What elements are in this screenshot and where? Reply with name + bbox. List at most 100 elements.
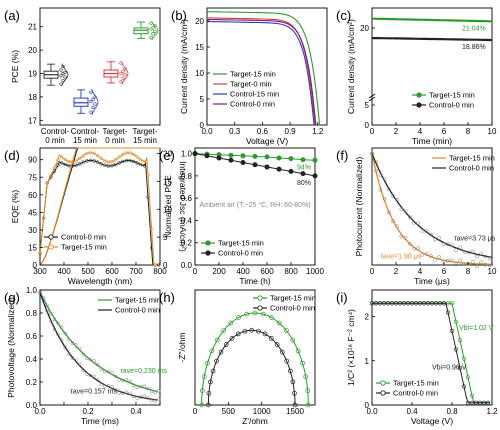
tpv-marker xyxy=(110,384,114,389)
y-tick-label: 5 xyxy=(200,95,205,104)
eqe-marker xyxy=(63,157,67,162)
ms-marker xyxy=(461,384,467,389)
eqe-marker xyxy=(117,161,121,165)
annotation: Vbi=0.96 V xyxy=(432,365,467,372)
tpv-marker xyxy=(113,374,118,379)
eqe-marker xyxy=(88,150,93,155)
eqe-marker xyxy=(92,151,96,156)
jv-curve xyxy=(206,20,315,126)
x-axis-label: Time (ms) xyxy=(81,416,119,426)
x-axis-label: Voltage (V) xyxy=(246,136,288,146)
y-tick-label: 15 xyxy=(28,243,37,252)
x-tick-label: 200 xyxy=(212,267,226,276)
eqe-marker xyxy=(52,165,57,170)
tpv-marker xyxy=(153,390,157,394)
x-category-label: Control- xyxy=(71,127,100,136)
ms-marker xyxy=(441,301,447,306)
eqe-marker xyxy=(139,162,143,167)
y-tick-label: 20 xyxy=(360,24,369,33)
tpv-marker xyxy=(92,359,96,363)
x-category-label: 0 min xyxy=(45,136,65,145)
eqe-marker xyxy=(81,160,85,164)
tpc-marker xyxy=(382,197,387,201)
tpv-marker xyxy=(149,389,154,394)
box-point xyxy=(91,97,95,101)
tpc-marker xyxy=(428,254,433,258)
ms-marker xyxy=(397,301,403,306)
tpc-marker xyxy=(395,197,400,202)
tpc-marker xyxy=(466,250,471,255)
stability-marker xyxy=(276,155,282,161)
nyquist-arc xyxy=(201,312,309,406)
annotation: 21.04% xyxy=(462,25,486,32)
y-tick-label: 17 xyxy=(28,116,37,125)
y-axis-label: -Z''/ohm xyxy=(177,332,187,362)
y-tick-label: 0.6 xyxy=(26,332,38,341)
y-tick-label: 0.6 xyxy=(181,194,193,203)
nyquist-marker xyxy=(284,358,290,364)
eqe-marker xyxy=(110,159,114,164)
eqe-marker xyxy=(56,163,60,167)
tpv-marker xyxy=(56,321,60,325)
eqe-marker xyxy=(59,155,64,159)
tpv-marker xyxy=(81,352,85,357)
stability-marker xyxy=(300,157,306,163)
tpc-marker xyxy=(399,207,404,212)
legend-label: Control-0 min xyxy=(270,304,315,313)
panel-label: (c) xyxy=(336,8,351,23)
box-point xyxy=(89,99,93,104)
x-tick-label: 4 xyxy=(418,127,423,136)
nyquist-marker xyxy=(210,368,216,374)
tpv-marker xyxy=(103,384,107,388)
legend-label: Target-15 min xyxy=(270,294,316,303)
tpc-marker xyxy=(479,260,484,265)
tpv-marker xyxy=(121,391,125,395)
y-tick-label: 10 xyxy=(163,205,172,214)
y-tick-label: 0.8 xyxy=(26,309,38,318)
tpv-marker xyxy=(135,396,139,400)
box-point xyxy=(59,74,63,78)
panel-label: (i) xyxy=(336,290,348,305)
axis-break xyxy=(368,96,376,102)
y-tick-label: 5 xyxy=(163,233,168,242)
x-axis-label: Time (μs) xyxy=(414,276,450,286)
legend-label: Control-15 min xyxy=(230,90,279,99)
tpc-marker xyxy=(403,209,408,213)
y-tick-label: 75 xyxy=(28,173,37,182)
legend-marker xyxy=(380,390,386,396)
y-tick-label: 5 xyxy=(365,101,370,110)
y-tick-label: 1 xyxy=(365,357,370,366)
nyquist-marker xyxy=(209,348,215,354)
y-tick-label: 0 xyxy=(33,261,38,270)
tpv-marker xyxy=(153,399,157,403)
box-distribution xyxy=(151,21,159,41)
ms-marker xyxy=(465,400,471,405)
legend-label: Target-15 min xyxy=(115,296,161,305)
legend-marker xyxy=(48,244,54,250)
x-category-label: 0 min xyxy=(105,136,125,145)
annotation: Vbi=1.02 V xyxy=(459,325,494,332)
x-tick-label: 0.4 xyxy=(130,407,142,416)
ms-marker xyxy=(429,301,435,306)
eqe-marker xyxy=(106,164,111,168)
eqe-marker xyxy=(88,158,93,163)
x-tick-label: 0.2 xyxy=(82,407,94,416)
x-tick-label: 1000 xyxy=(306,267,324,276)
ms-marker xyxy=(417,301,423,306)
y-tick-label: 0 xyxy=(200,121,205,130)
eqe-marker xyxy=(92,159,96,163)
tpc-marker xyxy=(399,234,404,239)
tpc-marker xyxy=(378,172,383,177)
plot-frame xyxy=(39,289,161,406)
x-axis-label: Voltage (V) xyxy=(411,416,453,426)
eqe-marker xyxy=(142,159,147,164)
legend-marker xyxy=(48,234,54,240)
legend-marker xyxy=(257,295,263,301)
plot-frame xyxy=(39,7,161,126)
tpv-marker xyxy=(157,397,161,402)
eqe-marker xyxy=(67,159,71,164)
tpv-marker xyxy=(124,390,129,394)
nyquist-marker xyxy=(249,327,255,333)
ms-marker xyxy=(461,356,467,361)
eqe-marker xyxy=(117,155,121,159)
